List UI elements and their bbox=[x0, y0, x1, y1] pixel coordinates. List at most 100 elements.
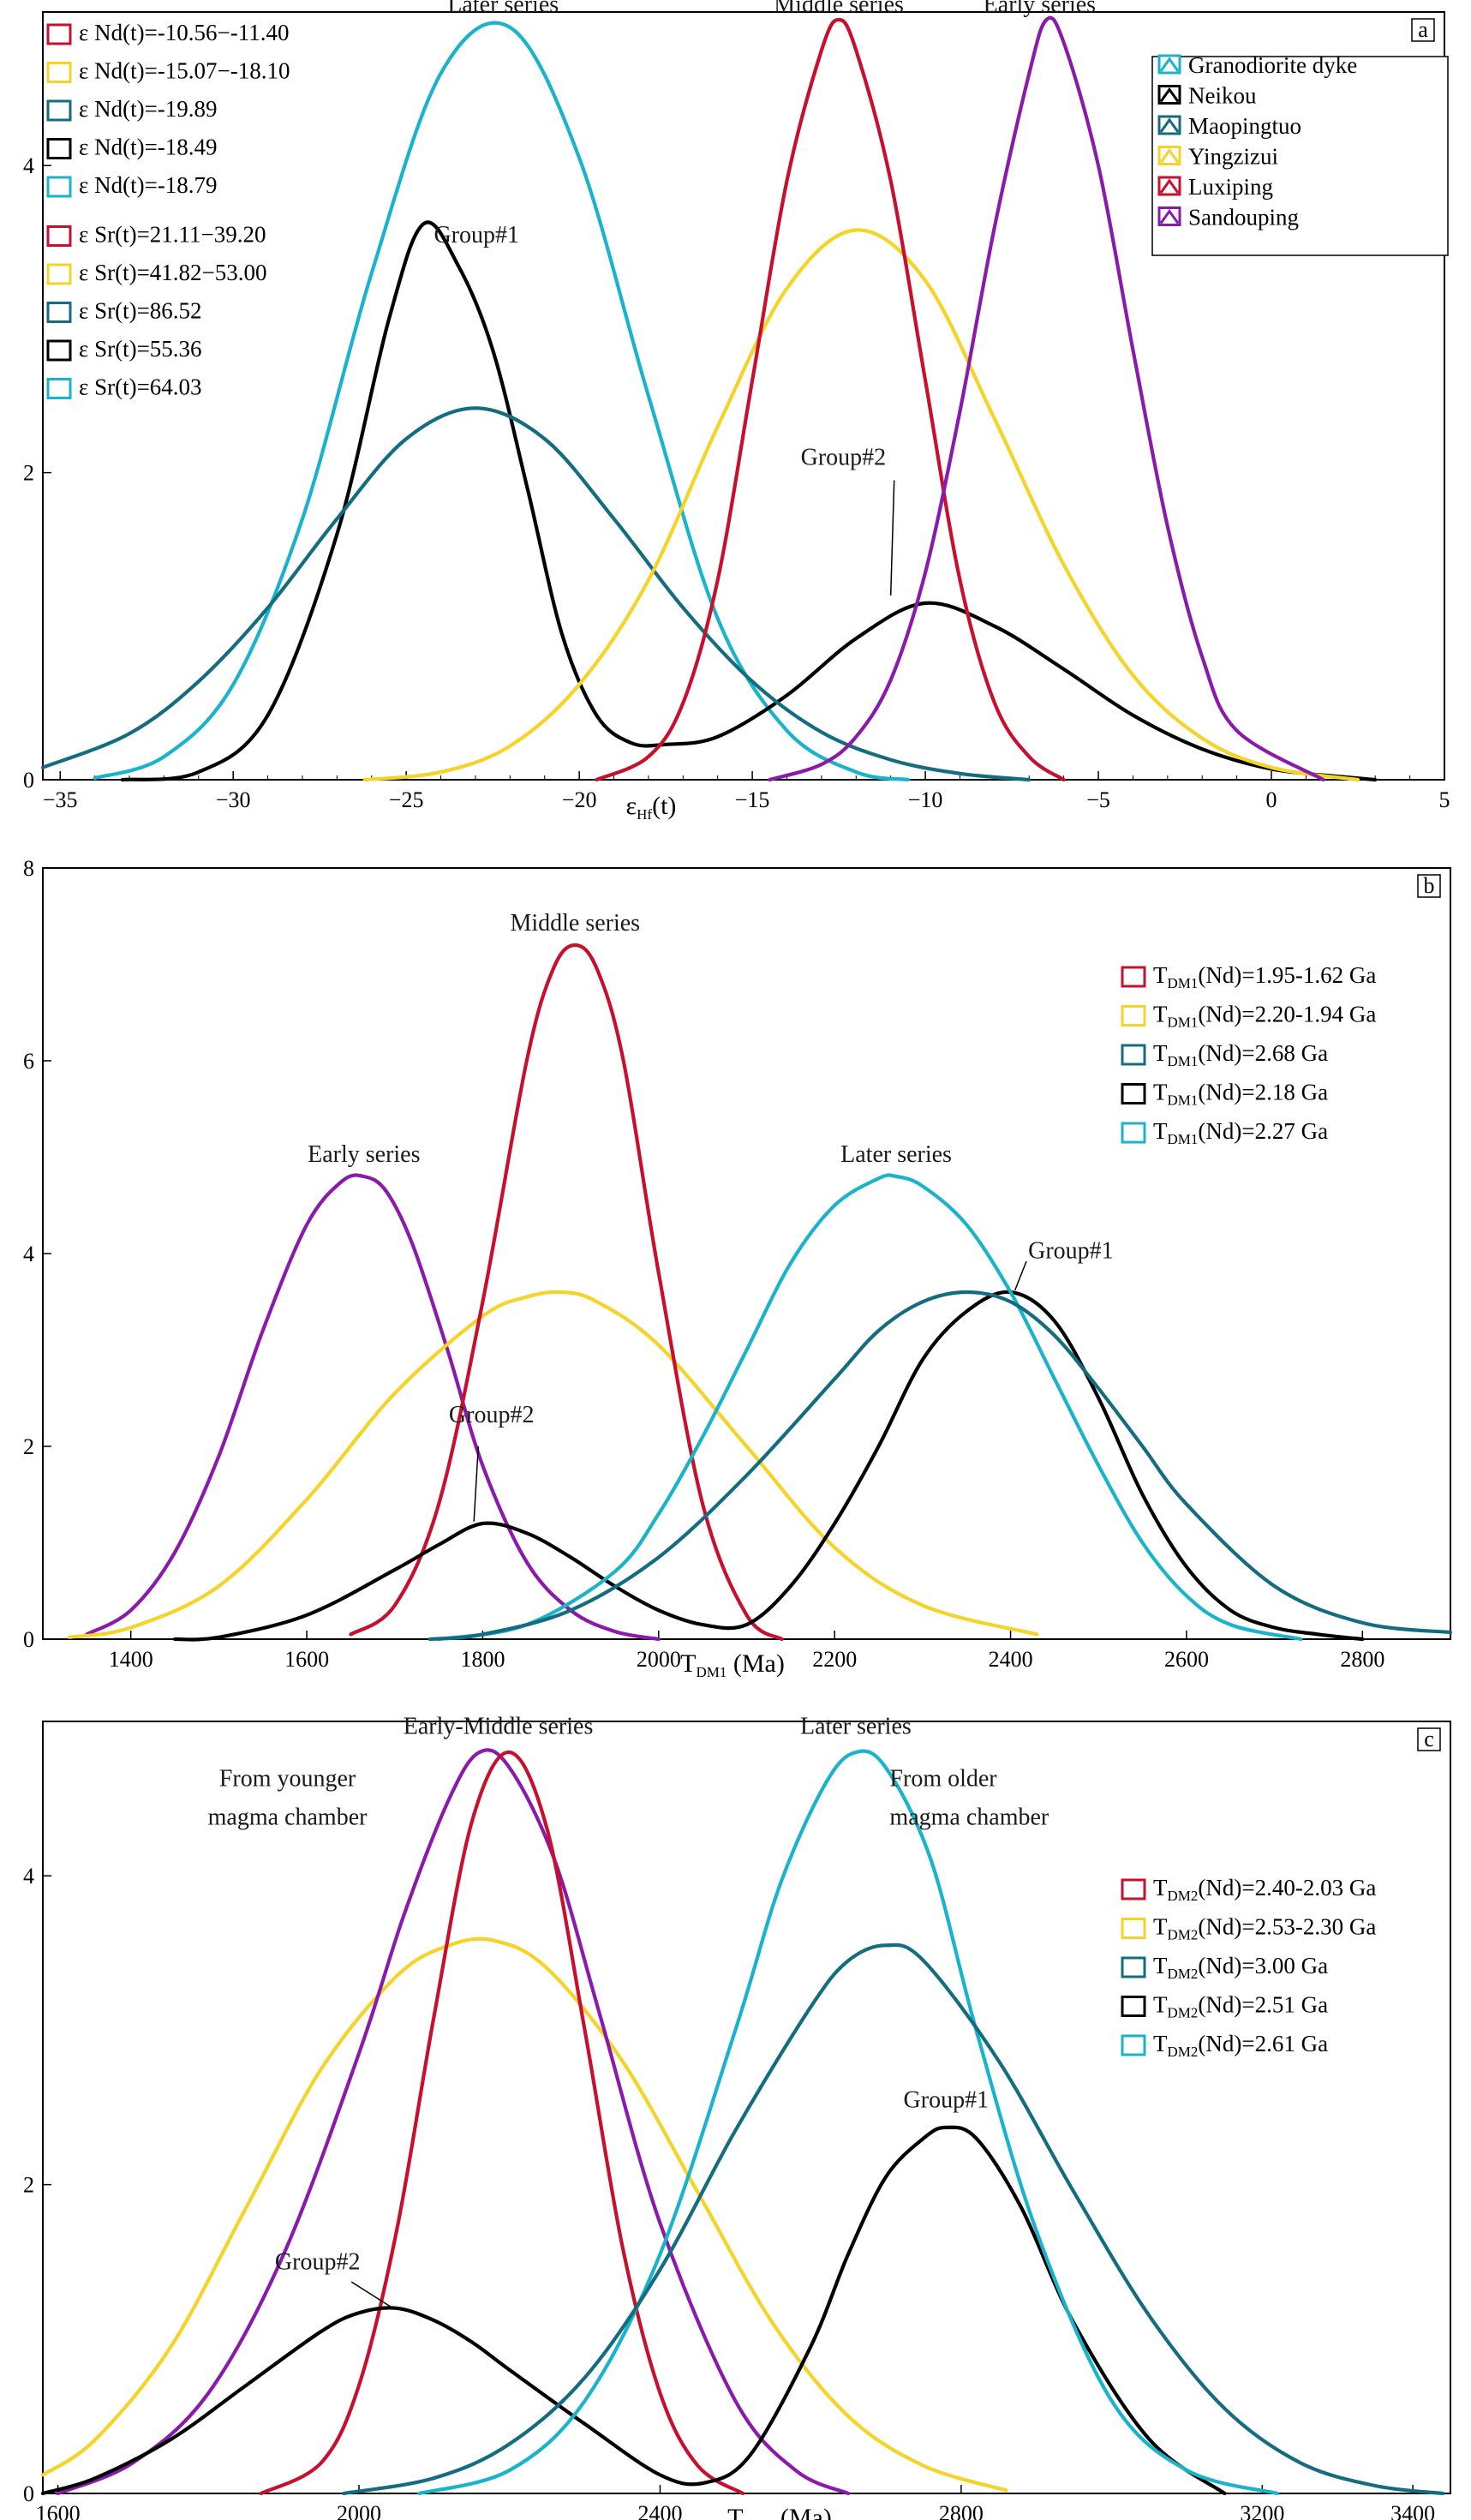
y-tick-label: 2 bbox=[23, 461, 34, 486]
annotation: Group#1 bbox=[434, 222, 519, 248]
legend-label: ε Nd(t)=-15.07−-18.10 bbox=[79, 58, 290, 84]
series-line-maopingtuo bbox=[428, 1290, 1453, 1642]
legend-entry: TDM2(Nd)=2.40-2.03 Ga bbox=[1121, 1875, 1376, 1904]
legend-swatch bbox=[1157, 85, 1181, 105]
series-line-sandouping bbox=[85, 1173, 661, 1642]
annotation: magma chamber bbox=[208, 1805, 368, 1831]
y-tick-label: 8 bbox=[23, 856, 34, 881]
legend-entry: ε Sr(t)=86.52 bbox=[46, 298, 202, 324]
legend-label: TDM1(Nd)=2.18 Ga bbox=[1153, 1080, 1328, 1109]
legend-entry: ε Nd(t)=-15.07−-18.10 bbox=[46, 58, 290, 84]
annotation: Early series bbox=[984, 0, 1096, 18]
series-legend-entry: Sandouping bbox=[1157, 205, 1299, 230]
series-legend-label: Yingzizui bbox=[1188, 144, 1278, 170]
legend-entry: ε Sr(t)=64.03 bbox=[46, 374, 202, 400]
series-line-yingzizui bbox=[40, 1936, 1008, 2493]
y-tick-label: 0 bbox=[23, 1627, 34, 1652]
series-legend-label: Sandouping bbox=[1188, 205, 1299, 230]
legend-label: ε Sr(t)=41.82−53.00 bbox=[79, 260, 267, 285]
legend-entry: TDM1(Nd)=2.27 Ga bbox=[1121, 1118, 1328, 1147]
legend-label: ε Sr(t)=21.11−39.20 bbox=[79, 222, 266, 248]
legend-swatch bbox=[46, 339, 72, 362]
series-legend-entry: Neikou bbox=[1157, 83, 1257, 109]
legend-swatch bbox=[1121, 1956, 1146, 1978]
legend-swatch bbox=[46, 138, 72, 159]
x-tick-label: 5 bbox=[1439, 787, 1450, 812]
y-tick-label: 0 bbox=[23, 768, 34, 793]
series-legend-label: Maopingtuo bbox=[1188, 113, 1301, 139]
legend-swatch-peak bbox=[1159, 87, 1180, 103]
series-legend-entry: Granodiorite dyke bbox=[1157, 52, 1357, 78]
x-tick-label: 2000 bbox=[637, 1647, 681, 1672]
annotation: From younger bbox=[219, 1766, 356, 1793]
legend-label: ε Sr(t)=86.52 bbox=[79, 298, 202, 324]
annotation: Later series bbox=[447, 0, 559, 18]
annotation-pointer bbox=[350, 2281, 393, 2309]
series-line-luxiping bbox=[259, 1750, 745, 2496]
series-legend-entry: Yingzizui bbox=[1157, 144, 1278, 170]
chart-panel-b: b 1400 1600 1800 2000 2200 2400 2600 2800 0 2 4 6 8 TD… bbox=[23, 856, 1453, 1680]
x-axis-label: TDM1 (Ma) bbox=[680, 1649, 785, 1680]
annotation: Early-Middle series bbox=[404, 1713, 594, 1739]
annotation: Group#1 bbox=[1028, 1238, 1114, 1265]
legend-label: TDM2(Nd)=3.00 Ga bbox=[1153, 1953, 1328, 1982]
annotation-pointer bbox=[473, 1446, 480, 1522]
plot-frame bbox=[42, 1721, 1451, 2494]
panel-letter: c bbox=[1417, 1727, 1441, 1751]
chart-panel-a: a −35 −30 −25 −20 −15 −10 −5 0 5 0 2 4 εHf(t) Later se… bbox=[23, 0, 1450, 823]
legend-swatch bbox=[46, 176, 72, 198]
x-tick-label: 1400 bbox=[109, 1647, 153, 1672]
series-line-yingzizui bbox=[362, 228, 1360, 782]
series-legend: Granodiorite dyke Neikou Maopingtuo Yingziz… bbox=[1151, 52, 1449, 256]
series-line-neikou bbox=[40, 2125, 1227, 2496]
x-tick-label: −25 bbox=[389, 787, 424, 812]
y-tick-label: 2 bbox=[23, 1434, 34, 1459]
y-tick-label: 6 bbox=[23, 1049, 34, 1074]
panel-letter-text: a bbox=[1418, 17, 1428, 42]
panel-letter: a bbox=[1411, 17, 1435, 42]
x-tick-label: 1600 bbox=[36, 2501, 81, 2520]
legend-label: ε Nd(t)=-10.56−-11.40 bbox=[79, 20, 290, 45]
annotation: Middle series bbox=[510, 910, 640, 937]
legend-entry: TDM1(Nd)=1.95-1.62 Ga bbox=[1121, 962, 1376, 991]
legend-swatch-peak bbox=[1159, 208, 1180, 224]
legend-swatch bbox=[1121, 966, 1146, 988]
series-legend-box bbox=[1151, 56, 1449, 256]
annotation-pointer bbox=[1014, 1260, 1027, 1291]
x-tick-label: −35 bbox=[43, 787, 78, 812]
legend-label: ε Nd(t)=-19.89 bbox=[79, 96, 218, 122]
legend-entry: ε Nd(t)=-10.56−-11.40 bbox=[46, 20, 290, 45]
legend-swatch bbox=[1157, 176, 1181, 196]
annotation: Group#2 bbox=[275, 2249, 361, 2276]
legend-swatch bbox=[1121, 2034, 1146, 2056]
series-legend-entry: Luxiping bbox=[1157, 174, 1273, 200]
panel-letter: b bbox=[1417, 873, 1441, 898]
legend-swatch bbox=[46, 302, 72, 323]
legend-swatch bbox=[46, 378, 72, 399]
y-tick-label: 4 bbox=[23, 1864, 34, 1889]
legend-entry: ε Sr(t)=55.36 bbox=[46, 336, 202, 362]
legend-entry: ε Nd(t)=-18.49 bbox=[46, 135, 218, 160]
legend-label: TDM1(Nd)=1.95-1.62 Ga bbox=[1153, 962, 1376, 991]
legend-swatch-peak bbox=[1159, 117, 1180, 133]
x-tick-label: 1800 bbox=[460, 1647, 505, 1672]
legend-swatch bbox=[46, 23, 72, 45]
legend-label: ε Nd(t)=-18.79 bbox=[79, 172, 218, 198]
annotation-pointer bbox=[889, 480, 895, 596]
x-axis-label: TDM2 (Ma) bbox=[727, 2504, 832, 2520]
x-tick-label: 2000 bbox=[337, 2501, 381, 2520]
annotation: Later series bbox=[840, 1141, 952, 1168]
legend-entry: ε Sr(t)=41.82−53.00 bbox=[46, 260, 267, 285]
y-tick-label: 2 bbox=[23, 2173, 34, 2198]
series-line-sandouping bbox=[768, 15, 1325, 782]
legend-swatch bbox=[1121, 1996, 1146, 2017]
series-line-neikou bbox=[120, 220, 1378, 782]
x-tick-label: −15 bbox=[735, 787, 770, 812]
annotation: Middle series bbox=[774, 0, 904, 18]
x-tick-label: 2400 bbox=[989, 1647, 1033, 1672]
legend-swatch bbox=[1121, 1878, 1146, 1900]
legend-swatch bbox=[1121, 1918, 1146, 1939]
series-line-yingzizui bbox=[67, 1290, 1039, 1639]
annotation: From older bbox=[889, 1766, 997, 1793]
x-tick-label: 1600 bbox=[284, 1647, 329, 1672]
